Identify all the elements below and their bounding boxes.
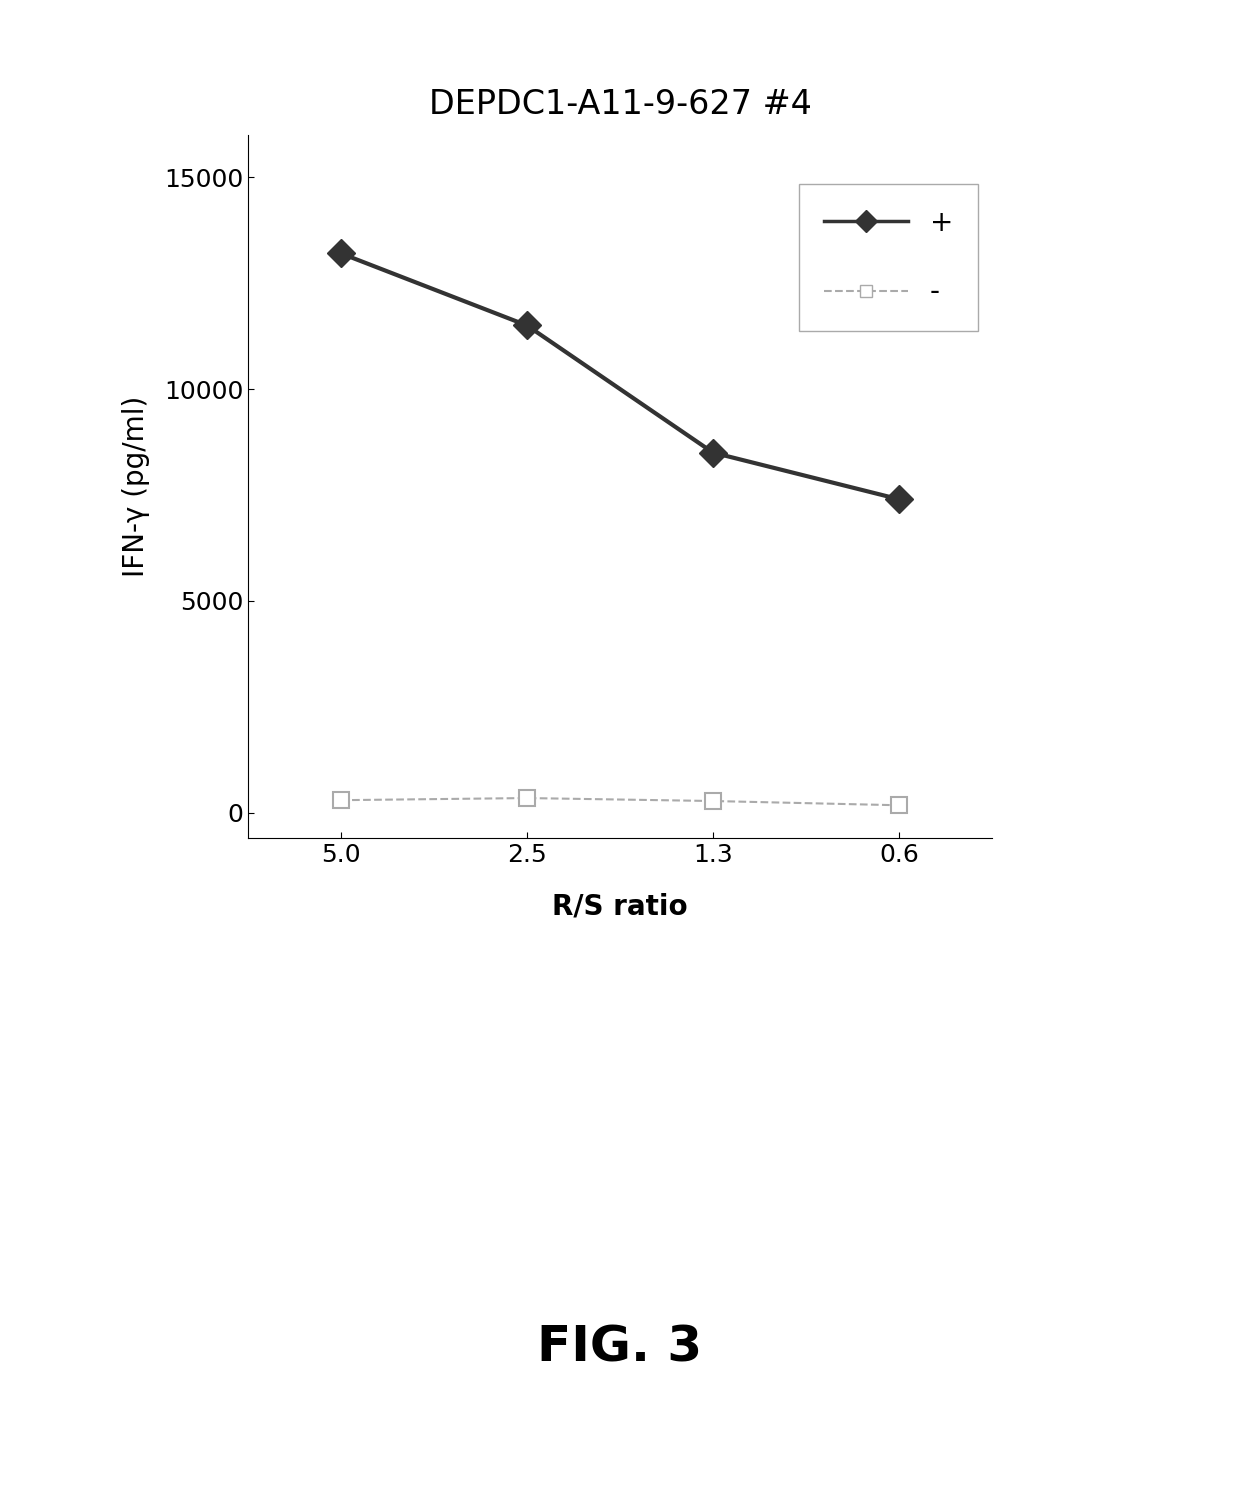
Text: FIG. 3: FIG. 3 xyxy=(537,1323,703,1371)
Y-axis label: IFN-γ (pg/ml): IFN-γ (pg/ml) xyxy=(122,395,150,578)
Text: DEPDC1-A11-9-627 #4: DEPDC1-A11-9-627 #4 xyxy=(429,88,811,121)
Legend: +, -: +, - xyxy=(800,184,978,331)
X-axis label: R/S ratio: R/S ratio xyxy=(552,892,688,921)
